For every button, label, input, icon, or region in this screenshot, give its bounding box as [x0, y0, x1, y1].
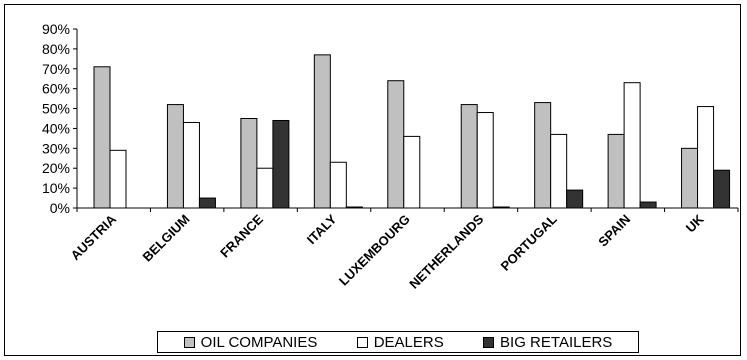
bar [387, 80, 405, 209]
x-category-label: NETHERLANDS [406, 211, 486, 291]
y-tick-label: 20% [42, 160, 70, 176]
y-tick-label: 10% [42, 180, 70, 196]
x-category-label: SPAIN [595, 212, 633, 250]
legend-swatch-dealers [356, 336, 368, 348]
x-category-label: ITALY [304, 211, 340, 247]
bar [681, 147, 699, 209]
bar [109, 149, 127, 209]
bar [198, 197, 216, 209]
y-tick-label: 0% [50, 200, 70, 216]
bar [313, 54, 331, 209]
y-tick-label: 90% [42, 21, 70, 37]
bar [240, 118, 258, 209]
chart-legend: OIL COMPANIES DEALERS BIG RETAILERS [157, 331, 639, 353]
bar [566, 189, 584, 209]
bar [329, 161, 347, 209]
bar [345, 206, 363, 209]
y-tick-label: 30% [42, 140, 70, 156]
bar [550, 133, 568, 209]
bar [476, 112, 494, 209]
bar-chart: 0% 10% 20% 30% 40% 50% 60% 70% 80% 90% AUSTRIA BEL… [42, 21, 739, 292]
y-tick-label: 60% [42, 81, 70, 97]
legend-item-big-retailers: BIG RETAILERS [483, 334, 612, 351]
y-tick-label: 40% [42, 120, 70, 136]
y-tick-label: 50% [42, 101, 70, 117]
bar [639, 201, 657, 209]
legend-label-big-retailers: BIG RETAILERS [500, 333, 613, 351]
bar [460, 104, 478, 209]
bar [697, 106, 715, 209]
bar [182, 121, 200, 209]
legend-swatch-big-retailers [483, 336, 495, 348]
chart-labels: AUSTRIA BELGIUM FRANCE ITALYLUXEMBOURGNETHE… [68, 211, 707, 291]
x-category-label: PORTUGAL [498, 211, 560, 273]
legend-item-dealers: DEALERS [356, 333, 444, 351]
bar [166, 104, 184, 209]
x-category-label: UK [683, 211, 707, 235]
bar [256, 167, 274, 209]
x-category-label: FRANCE [217, 211, 266, 260]
bar [607, 133, 625, 209]
legend-label-oil-companies: OIL COMPANIES [200, 333, 318, 351]
chart-bars [93, 54, 731, 209]
x-category-label: AUSTRIA [68, 211, 120, 263]
x-category-label: LUXEMBOURG [336, 212, 413, 289]
legend-swatch-oil-companies [183, 336, 195, 348]
x-category-label: BELGIUM [140, 212, 193, 265]
bar [272, 119, 290, 209]
bar [93, 66, 111, 209]
bar [623, 82, 641, 209]
bar [534, 102, 552, 209]
y-tick-label: 80% [42, 41, 70, 57]
bar [403, 135, 421, 209]
legend-item-oil-companies: OIL COMPANIES [183, 333, 318, 351]
legend-label-dealers: DEALERS [373, 333, 444, 351]
bar [492, 206, 510, 209]
y-tick-label: 70% [42, 61, 70, 77]
bar [713, 169, 731, 209]
